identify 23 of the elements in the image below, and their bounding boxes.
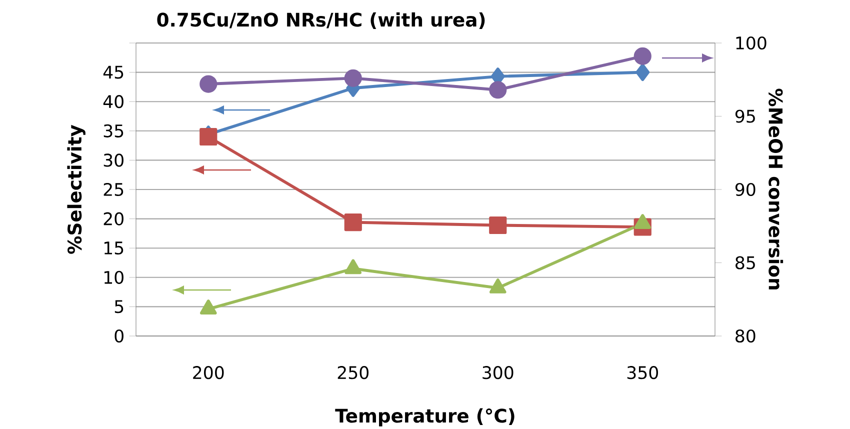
y-tick-label: 10 (104, 270, 124, 284)
y2-tick-label: 95 (735, 110, 755, 123)
y-tick-label: 30 (104, 154, 124, 167)
y-tick-label: 20 (104, 212, 124, 226)
y-tick-label: 5 (114, 300, 124, 314)
y2-tick-label: 80 (736, 329, 756, 343)
y-tick-label: 45 (103, 66, 124, 79)
y-tick-label: 15 (104, 242, 124, 255)
y-tick-label: 25 (104, 182, 124, 196)
x-tick-label: 200 (193, 366, 224, 380)
y2-axis-title: %MeOH conversion (768, 88, 784, 290)
y2-tick-label: 100 (736, 36, 766, 50)
chart-title: 0.75Cu/ZnO NRs/HC (with urea) (157, 12, 485, 29)
y2-tick-label: 85 (736, 256, 755, 270)
y-tick-label: 0 (114, 329, 124, 343)
y-tick-label: 40 (103, 95, 124, 108)
y-axis-title: %Selectivity (67, 124, 86, 254)
y-tick-label: 35 (104, 124, 124, 138)
y2-tick-label: 90 (735, 182, 756, 196)
x-axis-title: Temperature (°C) (335, 408, 514, 426)
x-tick-label: 250 (338, 366, 369, 380)
x-tick-label: 350 (627, 366, 658, 380)
x-tick-label: 300 (482, 366, 514, 380)
